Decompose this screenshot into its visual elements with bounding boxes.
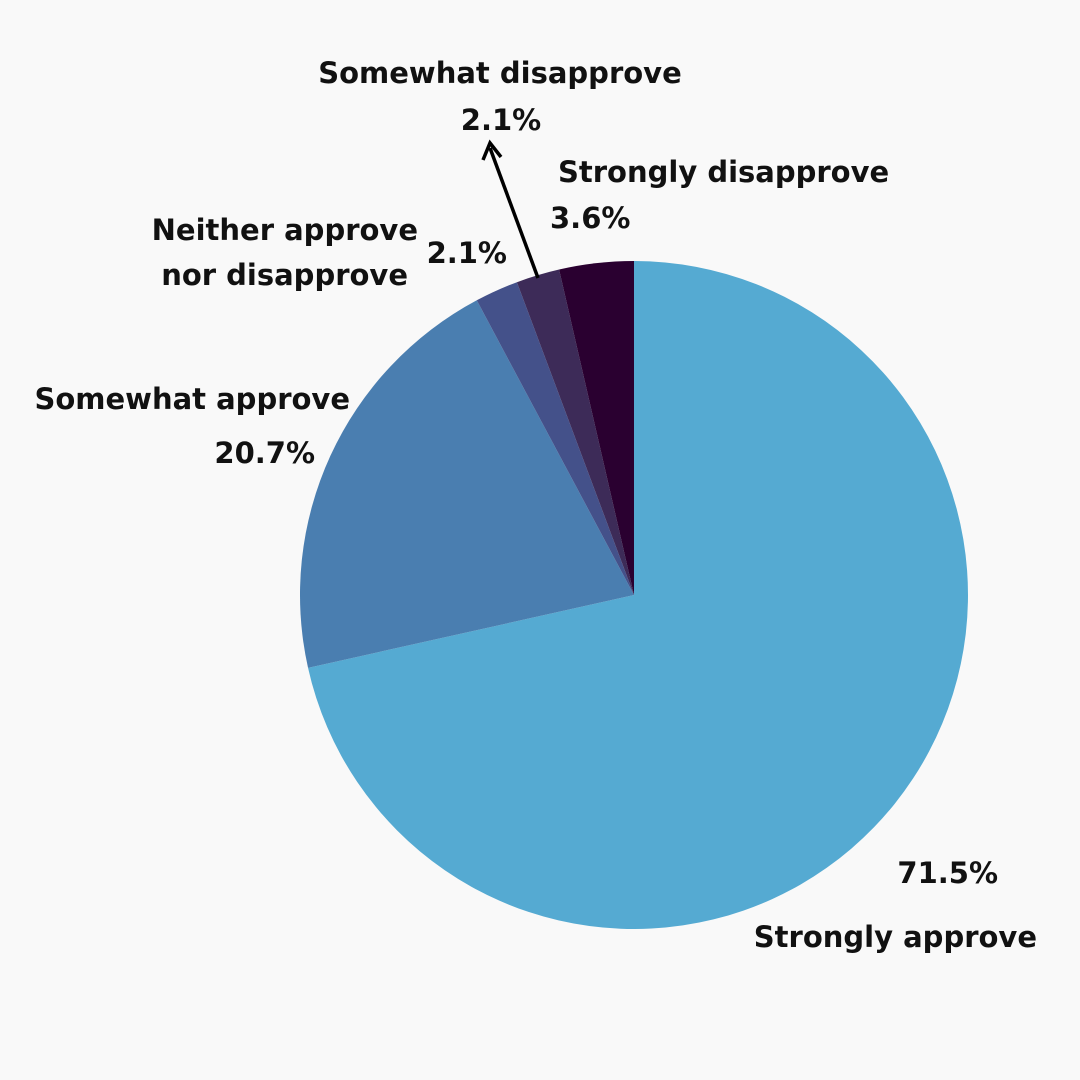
- value-label-somewhat-disapprove: 2.1%: [461, 103, 541, 137]
- pie-slices: [299, 261, 968, 929]
- value-label-strongly-disapprove: 3.6%: [550, 201, 630, 235]
- leader-line: [488, 147, 540, 279]
- value-label-somewhat-approve: 20.7%: [214, 436, 315, 470]
- leader-arrow: [481, 139, 540, 279]
- label-strongly-approve: Strongly approve: [754, 920, 1037, 954]
- leader-arrowhead: [481, 139, 503, 161]
- slice-somewhat-approve: [299, 300, 634, 668]
- slice-strongly-disapprove: [559, 261, 634, 595]
- slice-strongly-approve: [308, 261, 968, 929]
- label-neither-line-2: nor disapprove: [161, 258, 408, 292]
- slice-neither-approve-nor-disapprove: [476, 282, 634, 595]
- label-strongly-disapprove: Strongly disapprove: [558, 155, 889, 189]
- slice-somewhat-disapprove: [516, 269, 634, 595]
- label-somewhat-approve: Somewhat approve: [34, 382, 350, 416]
- label-neither-line-1: Neither approve: [152, 213, 418, 247]
- value-label-neither: 2.1%: [427, 236, 507, 270]
- pie-labels: 71.5% Strongly approve Somewhat approve …: [34, 56, 1037, 954]
- value-label-strongly-approve: 71.5%: [897, 856, 998, 890]
- label-somewhat-disapprove: Somewhat disapprove: [318, 56, 682, 90]
